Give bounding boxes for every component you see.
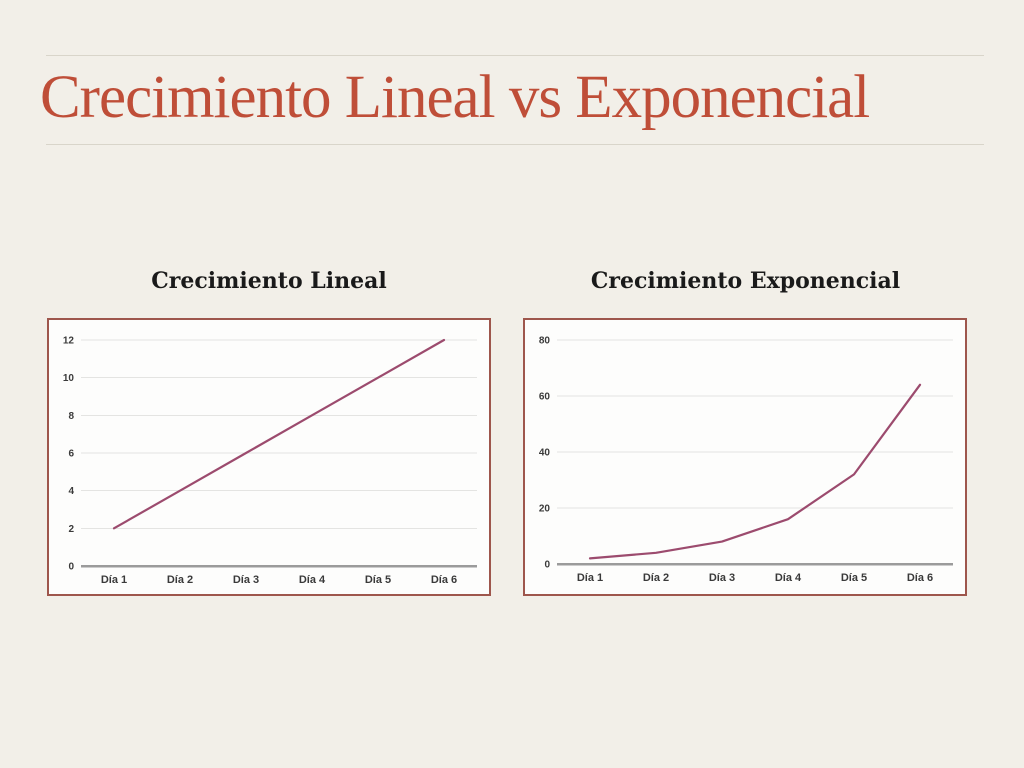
svg-text:Día 5: Día 5 [841,572,867,584]
svg-text:10: 10 [63,373,75,384]
svg-text:4: 4 [68,486,74,497]
svg-text:80: 80 [539,336,551,347]
top-divider [46,55,984,56]
linear-chart-title: Crecimiento Lineal [151,268,387,294]
slide-title: Crecimiento Lineal vs Exponencial [40,64,870,131]
svg-text:Día 3: Día 3 [709,572,735,584]
svg-text:Día 4: Día 4 [299,574,326,586]
svg-text:12: 12 [63,336,75,347]
svg-text:2: 2 [68,524,74,535]
svg-text:6: 6 [68,449,74,460]
svg-text:0: 0 [544,560,550,571]
svg-text:Día 6: Día 6 [431,574,457,586]
svg-text:8: 8 [68,411,74,422]
svg-text:Día 2: Día 2 [167,574,193,586]
svg-text:Día 3: Día 3 [233,574,259,586]
svg-text:Día 4: Día 4 [775,572,802,584]
exponential-chart-plot: 0 20 40 60 80 Día 1 Día 2 Día 3 Día 4 Día 5 Día 6 [539,336,953,584]
svg-text:0: 0 [68,562,74,573]
linear-chart-plot: 0 2 4 6 8 10 12 Día 1 Día 2 Día 3 Día 4 Día 5 Día 6 [63,336,477,586]
exponential-chart-panel: Crecimiento Exponencial 0 20 40 60 80 Día 1 Dí… [523,266,968,596]
linear-chart-frame: 0 2 4 6 8 10 12 Día 1 Día 2 Día 3 Día 4 Día 5 Día 6 [47,318,491,596]
linear-chart-panel: Crecimiento Lineal 0 2 4 6 8 10 12 Día 1 Día 2 Dí… [47,266,491,596]
svg-text:60: 60 [539,392,551,403]
svg-text:Día 1: Día 1 [101,574,127,586]
svg-text:Día 6: Día 6 [907,572,933,584]
exponential-chart-title: Crecimiento Exponencial [590,268,901,294]
svg-text:40: 40 [539,448,551,459]
svg-text:Día 1: Día 1 [577,572,603,584]
exponential-chart-frame: 0 20 40 60 80 Día 1 Día 2 Día 3 Día 4 Día 5 Día 6 [523,318,967,596]
svg-text:Día 2: Día 2 [643,572,669,584]
svg-text:20: 20 [539,504,551,515]
svg-text:Día 5: Día 5 [365,574,391,586]
title-divider [46,144,984,145]
